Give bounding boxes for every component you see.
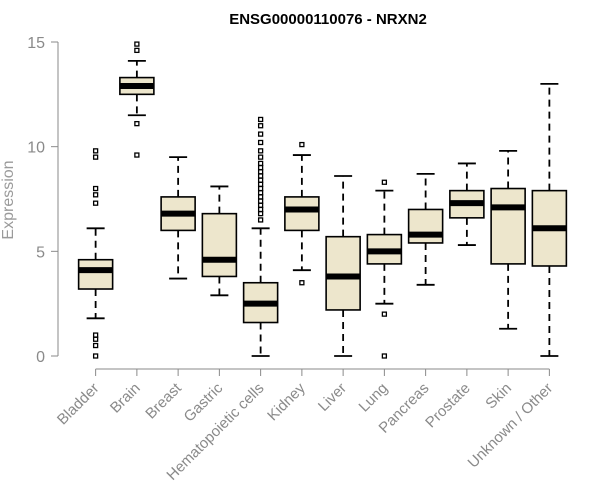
box-kidney: [284, 141, 320, 286]
box-liver: [325, 175, 361, 357]
x-tick-label: Bladder: [54, 380, 103, 429]
outlier-point: [381, 311, 388, 317]
x-tick-label: Kidney: [264, 379, 309, 424]
box-hematopoietic-cells: [242, 116, 279, 357]
outlier-point: [92, 154, 99, 160]
outlier-point: [257, 164, 264, 171]
y-tick-label: 0: [36, 349, 45, 366]
box-bladder: [77, 148, 114, 359]
y-axis: 0 5 10 15: [27, 35, 59, 366]
outlier-point: [92, 200, 99, 206]
box-brain: [119, 41, 155, 158]
box-skin: [490, 149, 526, 330]
box-lung: [366, 179, 403, 359]
outlier-point: [257, 169, 264, 175]
outlier-point: [92, 148, 99, 154]
outlier-point: [257, 154, 264, 160]
outlier-point: [257, 217, 264, 223]
outlier-point: [299, 280, 305, 286]
outlier-point: [92, 336, 99, 342]
box-unknown-other: [531, 82, 568, 357]
outlier-point: [92, 185, 99, 192]
chart-title: ENSG00000110076 - NRXN2: [229, 11, 427, 28]
outlier-point: [257, 211, 264, 217]
x-tick-label: Liver: [315, 380, 350, 415]
outlier-point: [134, 41, 140, 47]
outlier-point: [257, 139, 264, 146]
outlier-point: [92, 332, 99, 338]
iqr-box: [284, 196, 320, 232]
box-pancreas: [407, 172, 444, 286]
x-tick-label: Skin: [482, 380, 515, 413]
iqr-box: [201, 212, 238, 278]
outlier-point: [257, 131, 264, 137]
y-tick-label: 10: [27, 140, 45, 157]
outlier-point: [257, 202, 264, 208]
y-axis-label: Expression: [0, 160, 17, 239]
box-gastric: [201, 185, 238, 297]
x-tick-label: Breast: [142, 379, 185, 422]
outlier-point: [299, 141, 305, 148]
outlier-point: [257, 173, 264, 179]
outlier-point: [257, 185, 264, 192]
y-tick-label: 15: [27, 35, 45, 52]
outlier-point: [134, 120, 140, 127]
outlier-point: [257, 160, 264, 167]
outlier-point: [257, 206, 264, 213]
box-prostate: [449, 162, 485, 246]
outlier-point: [134, 152, 140, 158]
outlier-point: [134, 47, 140, 54]
outlier-point: [257, 148, 264, 154]
outlier-point: [92, 342, 99, 349]
y-tick-label: 5: [36, 244, 45, 261]
outlier-point: [257, 198, 264, 204]
x-tick-label: Lung: [356, 380, 392, 416]
outlier-point: [257, 190, 264, 196]
boxes-group: [77, 41, 568, 359]
outlier-point: [92, 353, 99, 359]
outlier-point: [257, 181, 264, 187]
outlier-point: [257, 177, 264, 183]
outlier-point: [92, 192, 99, 198]
iqr-box: [490, 187, 526, 265]
outlier-point: [381, 353, 388, 359]
x-tick-label: Brain: [107, 380, 144, 417]
iqr-box: [325, 235, 361, 311]
iqr-box: [77, 258, 114, 290]
outlier-point: [381, 179, 388, 185]
outlier-point: [257, 194, 264, 200]
box-breast: [160, 156, 196, 280]
x-tick-label: Prostate: [422, 380, 474, 432]
outlier-point: [257, 116, 264, 123]
iqr-box: [407, 208, 444, 244]
outlier-point: [257, 123, 264, 129]
